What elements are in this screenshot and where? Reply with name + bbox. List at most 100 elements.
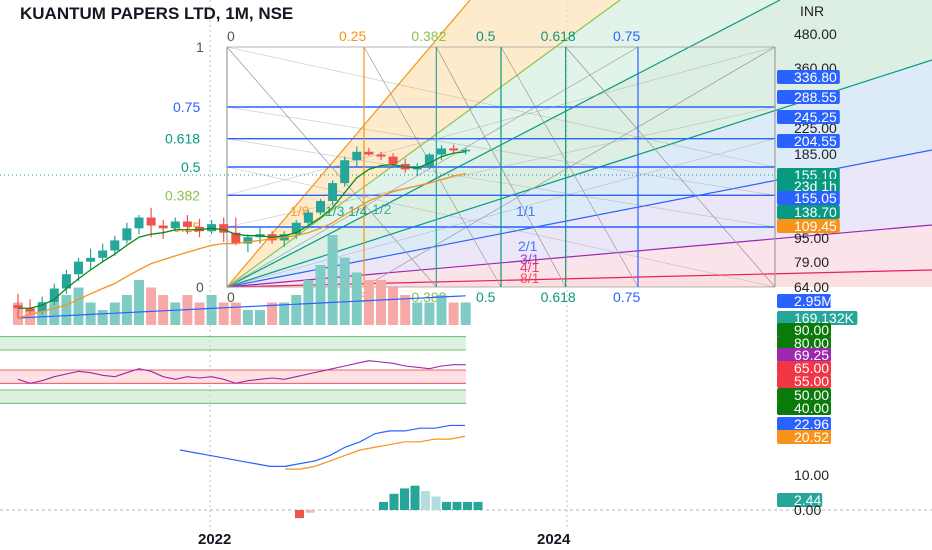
adx-line bbox=[285, 435, 466, 470]
candle-body bbox=[110, 240, 120, 251]
rsi-line bbox=[17, 360, 466, 384]
fan-zone bbox=[227, 0, 932, 287]
candle-body bbox=[61, 274, 71, 289]
volume-bar bbox=[134, 280, 144, 325]
ema-fast-line bbox=[18, 151, 466, 309]
price-label-text: 288.55 bbox=[794, 89, 837, 105]
fan-ratio-label: 8/1 bbox=[520, 270, 540, 286]
gann-left-label: 0.382 bbox=[165, 187, 200, 203]
volume-bar bbox=[121, 295, 132, 325]
gann-top-label: 0.5 bbox=[476, 28, 496, 44]
rsi-level-label-text: 80.00 bbox=[794, 335, 829, 351]
candle-body bbox=[25, 308, 35, 312]
volume-bar bbox=[255, 310, 265, 325]
price-label bbox=[777, 205, 840, 219]
adx-label bbox=[777, 417, 831, 431]
volume-bar bbox=[49, 302, 60, 325]
histogram-bar bbox=[305, 510, 315, 513]
volume-bar bbox=[400, 295, 411, 325]
candle-body bbox=[364, 151, 374, 155]
gann-top-label: 0.618 bbox=[541, 28, 576, 44]
price-label bbox=[777, 90, 840, 104]
candle-body bbox=[134, 217, 144, 229]
rsi-level-label-text: 55.00 bbox=[794, 373, 829, 389]
histogram-bar bbox=[473, 501, 483, 510]
histogram-bar bbox=[431, 496, 441, 510]
chart-title: KUANTUM PAPERS LTD, 1M, NSE bbox=[20, 4, 293, 23]
volume-bar bbox=[194, 302, 205, 325]
volume-bar bbox=[170, 302, 181, 325]
candle-body bbox=[340, 160, 350, 184]
rsi-level-label bbox=[777, 348, 831, 362]
histogram-label bbox=[777, 493, 823, 507]
volume-bar bbox=[448, 302, 459, 325]
volume-bar bbox=[242, 310, 253, 325]
price-label bbox=[777, 110, 840, 124]
candle-body bbox=[219, 224, 229, 233]
price-label-text: 155.05 bbox=[794, 190, 837, 206]
candle-body bbox=[74, 261, 83, 275]
histogram-bar bbox=[410, 485, 420, 510]
candle-body bbox=[37, 302, 47, 312]
price-label-text: 245.25 bbox=[794, 109, 837, 125]
volume-bar bbox=[267, 302, 278, 325]
price-tick: 480.00 bbox=[794, 26, 837, 42]
fan-ray bbox=[226, 0, 781, 288]
adx-tick: 10.00 bbox=[794, 467, 829, 483]
volume-label bbox=[777, 311, 858, 325]
price-tick: 79.00 bbox=[794, 254, 829, 270]
candle-body bbox=[328, 183, 338, 202]
price-label bbox=[777, 70, 840, 84]
volume-bar bbox=[388, 287, 399, 325]
adx-label-text: 22.96 bbox=[794, 416, 829, 432]
volume-bar bbox=[315, 265, 326, 325]
gann-top-label: 0.382 bbox=[411, 28, 446, 44]
volume-bar bbox=[85, 302, 96, 325]
volume-bar bbox=[97, 310, 108, 325]
background-grid bbox=[209, 0, 568, 528]
candle-body bbox=[13, 305, 23, 309]
price-axis: 480.00360.00225.00185.0095.0079.0064.003… bbox=[777, 26, 858, 518]
adx-label bbox=[777, 430, 831, 444]
candle-body bbox=[182, 221, 192, 227]
rsi-level-label-text: 65.00 bbox=[794, 360, 829, 376]
candle-body bbox=[122, 228, 132, 241]
rsi-level-label bbox=[777, 361, 831, 375]
volume-bar bbox=[230, 302, 241, 325]
gann-left-label: 0.75 bbox=[173, 99, 200, 115]
histogram-bar bbox=[295, 510, 304, 519]
fan-ratio-label: 1/2 bbox=[372, 201, 392, 217]
price-tick: 185.00 bbox=[794, 146, 837, 162]
price-label-text: 109.45 bbox=[794, 218, 837, 234]
histogram-bar bbox=[442, 501, 451, 510]
histogram-tick: 0.00 bbox=[794, 502, 821, 518]
volume-bar bbox=[218, 302, 229, 325]
gann-bottom-label: 0.75 bbox=[613, 289, 640, 305]
gann-top-label: 0.25 bbox=[339, 28, 366, 44]
candle-body bbox=[146, 217, 156, 226]
volume-bar bbox=[376, 280, 386, 325]
price-label-text: 204.55 bbox=[794, 133, 837, 149]
rsi-level-label bbox=[777, 374, 831, 388]
rsi-band bbox=[0, 370, 466, 384]
volume-bar bbox=[61, 295, 72, 325]
time-tick-2022: 2022 bbox=[198, 531, 231, 548]
candle-body bbox=[424, 154, 434, 168]
candle-body bbox=[195, 226, 204, 232]
volume-bar bbox=[158, 295, 169, 325]
fan-ratio-label: 1/3 bbox=[325, 203, 345, 219]
histogram-label-text: 2.44 bbox=[794, 492, 821, 508]
histogram-pane bbox=[0, 485, 932, 519]
gann-top-label: 0.75 bbox=[613, 28, 640, 44]
candle-body bbox=[243, 237, 253, 244]
volume-bar bbox=[73, 287, 84, 325]
gann-bottom-label: 0 bbox=[227, 289, 235, 305]
gann-bottom-label: 0.618 bbox=[541, 289, 576, 305]
candle-body bbox=[461, 149, 471, 152]
volume-bar bbox=[460, 302, 471, 325]
rsi-level-label-text: 90.00 bbox=[794, 322, 829, 338]
candle-body bbox=[231, 232, 241, 244]
adx-line bbox=[179, 424, 465, 467]
rsi-level-label bbox=[777, 336, 831, 350]
